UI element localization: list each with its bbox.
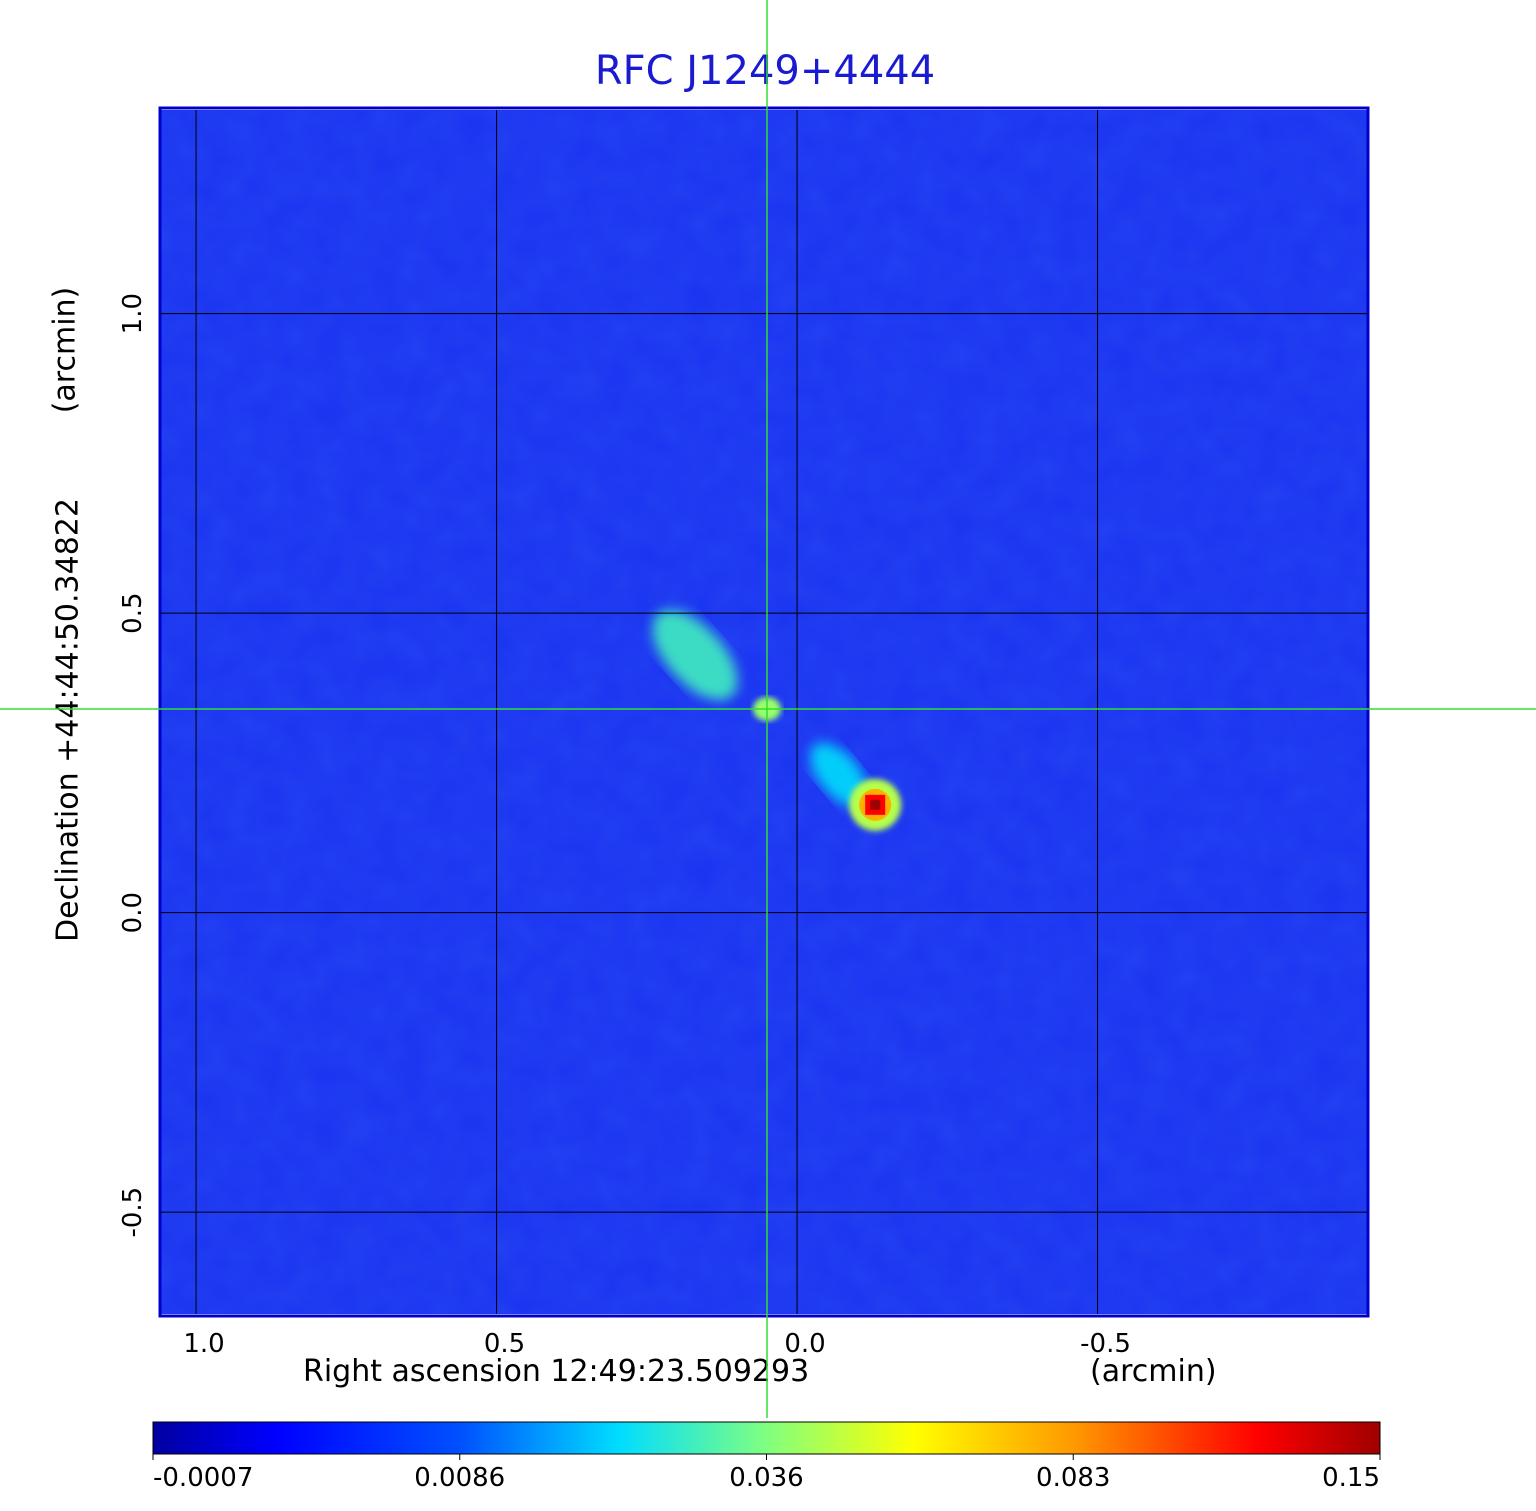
x-axis-label: Right ascension 12:49:23.509293 (303, 1354, 810, 1389)
plot-frame (158, 106, 1370, 1318)
x-tick-label-2: 0.0 (784, 1329, 825, 1359)
y-tick-label-3: -0.5 (118, 1187, 148, 1238)
colorbar-tick-label-3: 0.083 (1036, 1463, 1110, 1493)
hotspot-max (870, 799, 881, 810)
colorbar-tick-label-4: 0.15 (1322, 1463, 1380, 1493)
colorbar-tick-label-2: 0.036 (729, 1463, 803, 1493)
x-tick-label-1: 0.5 (484, 1329, 525, 1359)
x-tick-label-3: -0.5 (1080, 1329, 1131, 1359)
colorbar-gradient (152, 1421, 1381, 1455)
colorbar-tick-label-1: 0.0086 (414, 1463, 505, 1493)
y-tick-label-2: 0.0 (118, 892, 148, 933)
x-axis-unit: (arcmin) (1090, 1354, 1217, 1389)
chart-title: RFC J1249+4444 (594, 48, 936, 94)
colorbar-tick-label-0: -0.0007 (153, 1463, 253, 1493)
x-tick-label-0: 1.0 (183, 1329, 224, 1359)
y-tick-label-0: 1.0 (118, 293, 148, 334)
source-lobe-ne (652, 610, 738, 701)
y-tick-label-1: 0.5 (118, 592, 148, 633)
